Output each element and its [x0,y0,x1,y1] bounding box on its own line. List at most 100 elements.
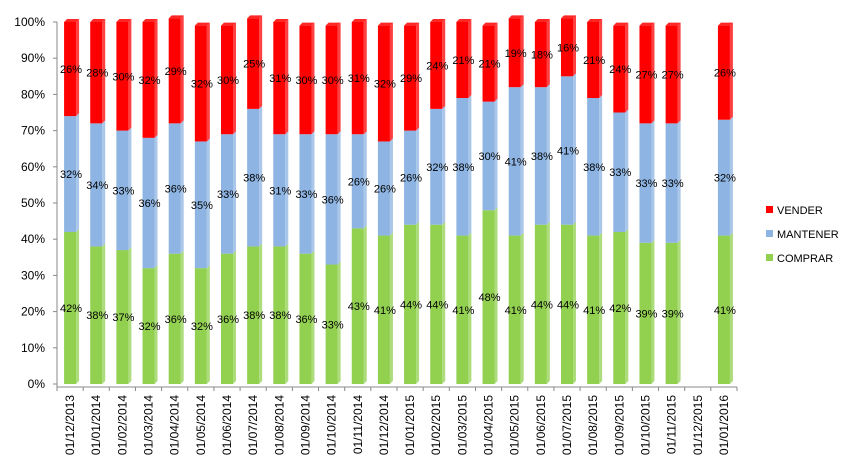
x-tick-label: 01/11/2015 [665,395,679,454]
bar-segment-side [154,19,158,138]
bar-segment-mantener [351,134,364,229]
y-tick-label: 80% [21,87,45,101]
x-tick-label: 01/04/2015 [482,395,496,455]
bar-segment-mantener [430,108,443,225]
y-tick-label: 10% [21,341,45,355]
data-label: 36% [139,198,161,210]
data-label: 38% [86,310,108,322]
data-label: 39% [662,308,684,320]
y-tick-label: 0% [28,377,46,391]
bar-top-face [168,15,184,19]
bar-segment-side [520,232,524,384]
bar-segment-comprar [639,242,652,384]
bar-segment-side [233,22,236,135]
bar-segment-side [337,131,341,265]
data-label: 33% [609,167,631,179]
data-label: 32% [139,321,161,333]
data-label: 30% [217,75,239,87]
data-label: 27% [662,69,684,81]
bar-segment-comprar [64,231,77,384]
y-tick-label: 50% [21,196,45,210]
bar-segment-side [311,131,315,254]
y-tick-label: 40% [21,232,45,246]
bar-top-face [142,19,158,22]
data-label: 32% [60,169,82,181]
x-tick-label: 01/09/2015 [612,395,626,455]
bar-segment-vender [116,22,129,131]
x-tick-label: 01/06/2014 [220,395,234,455]
bar-segment-comprar [508,235,521,384]
bar-segment-side [389,138,393,236]
bar-segment-mantener [116,130,129,251]
bar-segment-side [154,134,158,269]
bar-top-face [64,19,80,22]
x-tick-label: 01/03/2014 [142,395,156,455]
bar-segment-comprar [168,253,181,384]
bar-top-face [665,22,681,26]
data-label: 35% [191,200,213,212]
bar-segment-side [259,15,263,109]
bar-segment-comprar [482,210,495,384]
bar-segment-side [285,19,289,135]
x-tick-label: 01/05/2014 [194,395,208,455]
data-label: 26% [400,173,422,185]
bar-top-face [717,22,733,26]
data-label: 38% [452,162,474,174]
bar-segment-side [573,15,576,77]
data-label: 37% [112,312,134,324]
bar-segment-side [128,247,132,384]
bar-segment-vender [613,25,626,113]
legend-swatch [766,254,773,261]
bar-segment-mantener [534,87,547,225]
x-tick-label: 01/06/2015 [534,395,548,455]
bar-segment-side [729,22,733,120]
bar-top-face [273,19,289,22]
data-label: 33% [112,185,134,197]
bar-segment-side [520,15,524,88]
bar-segment-side [233,131,236,254]
x-tick-label: 01/03/2015 [455,395,469,455]
data-label: 33% [295,189,317,201]
data-label: 32% [714,173,736,185]
bar-segment-comprar [273,246,286,384]
bar-segment-side [729,116,733,236]
bar-segment-vender [587,22,600,99]
data-label: 42% [609,303,631,315]
bar-segment-side [520,84,524,236]
bar-segment-side [573,221,576,384]
data-label: 33% [322,319,344,331]
bar-segment-side [337,261,341,384]
bar-segment-vender [534,22,547,88]
bar-segment-vender [64,22,77,117]
data-label: 34% [86,180,108,192]
bar-segment-vender [299,25,312,135]
bar-segment-side [729,232,733,384]
bar-segment-vender [273,22,286,135]
data-label: 33% [635,178,657,190]
bar-top-face [508,15,524,19]
bar-segment-side [285,243,289,384]
y-tick-label: 20% [21,305,45,319]
bar-segment-mantener [168,123,181,254]
y-tick-label: 30% [21,268,45,282]
y-tick-label: 100% [14,15,45,29]
bar-segment-side [259,105,263,247]
bar-segment-comprar [194,268,207,384]
bar-segment-comprar [404,224,417,384]
x-tick-label: 01/01/2015 [403,395,417,455]
bar-top-face [404,22,420,26]
bar-segment-vender [665,25,678,124]
legend-swatch [766,230,773,237]
bar-segment-comprar [325,264,338,384]
data-label: 38% [269,310,291,322]
bar-segment-side [206,138,210,269]
bar-top-face [299,22,315,26]
bar-segment-vender [351,22,364,135]
bar-segment-comprar [613,231,626,384]
x-tick-label: 01/04/2014 [168,395,182,455]
data-label: 26% [60,64,82,76]
data-label: 19% [505,48,527,60]
x-tick-label: 01/09/2014 [298,395,312,455]
bar-segment-vender [247,18,260,109]
